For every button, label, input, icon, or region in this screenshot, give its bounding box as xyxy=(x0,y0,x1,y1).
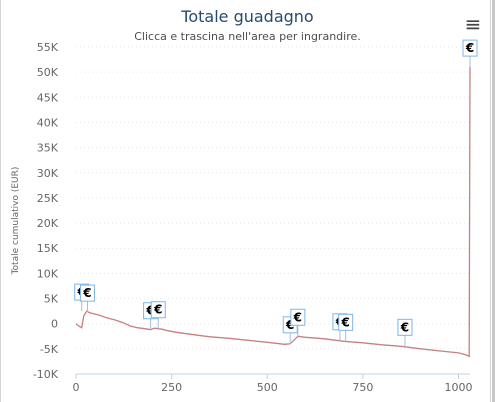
y-tick-label: 10K xyxy=(37,267,59,280)
x-tick-label: 500 xyxy=(257,381,278,394)
y-tick-label: -10K xyxy=(33,368,59,381)
y-tick-label: 25K xyxy=(37,192,59,205)
y-tick-label: 55K xyxy=(37,41,59,54)
hamburger-menu-icon[interactable]: ≡ xyxy=(464,12,482,36)
y-tick-label: 35K xyxy=(37,142,59,155)
flag-marker[interactable] xyxy=(290,308,306,326)
y-tick-label: 15K xyxy=(37,242,59,255)
flag-euro-label: € xyxy=(400,320,409,334)
x-tick-label: 0 xyxy=(73,381,80,394)
y-tick-label: 20K xyxy=(37,217,59,230)
flag-euro-label: € xyxy=(285,318,294,332)
x-tick-label: 250 xyxy=(161,381,182,394)
chart-title: Totale guadagno xyxy=(181,7,314,26)
flag-euro-label: € xyxy=(465,41,474,55)
flag-euro-label: € xyxy=(293,310,302,324)
y-tick-label: 30K xyxy=(37,167,59,180)
flag-marker[interactable] xyxy=(79,284,95,302)
y-tick-label: 40K xyxy=(37,116,59,129)
y-tick-label: 5K xyxy=(44,293,59,306)
flag-euro-label: € xyxy=(340,315,349,329)
flag-euro-label: € xyxy=(145,304,154,318)
flag-euro-label: € xyxy=(82,286,91,300)
x-tick-label: 750 xyxy=(352,381,373,394)
flag-marker[interactable] xyxy=(150,301,166,319)
series-line[interactable] xyxy=(75,67,471,358)
flag-marker[interactable] xyxy=(338,313,354,331)
scrollbar[interactable] xyxy=(492,0,495,402)
y-tick-label: 45K xyxy=(37,91,59,104)
flag-marker[interactable] xyxy=(397,318,413,336)
y-tick-label: -5K xyxy=(40,343,59,356)
flag-euro-label: € xyxy=(153,303,162,317)
flag-marker[interactable] xyxy=(462,39,478,57)
y-tick-label: 0 xyxy=(51,318,58,331)
x-tick-label: 1000 xyxy=(445,381,473,394)
y-tick-label: 50K xyxy=(37,66,59,79)
chart-subtitle: Clicca e trascina nell'area per ingrandi… xyxy=(134,30,361,43)
y-axis-title: Totale cumulativo (EUR) xyxy=(11,167,21,276)
